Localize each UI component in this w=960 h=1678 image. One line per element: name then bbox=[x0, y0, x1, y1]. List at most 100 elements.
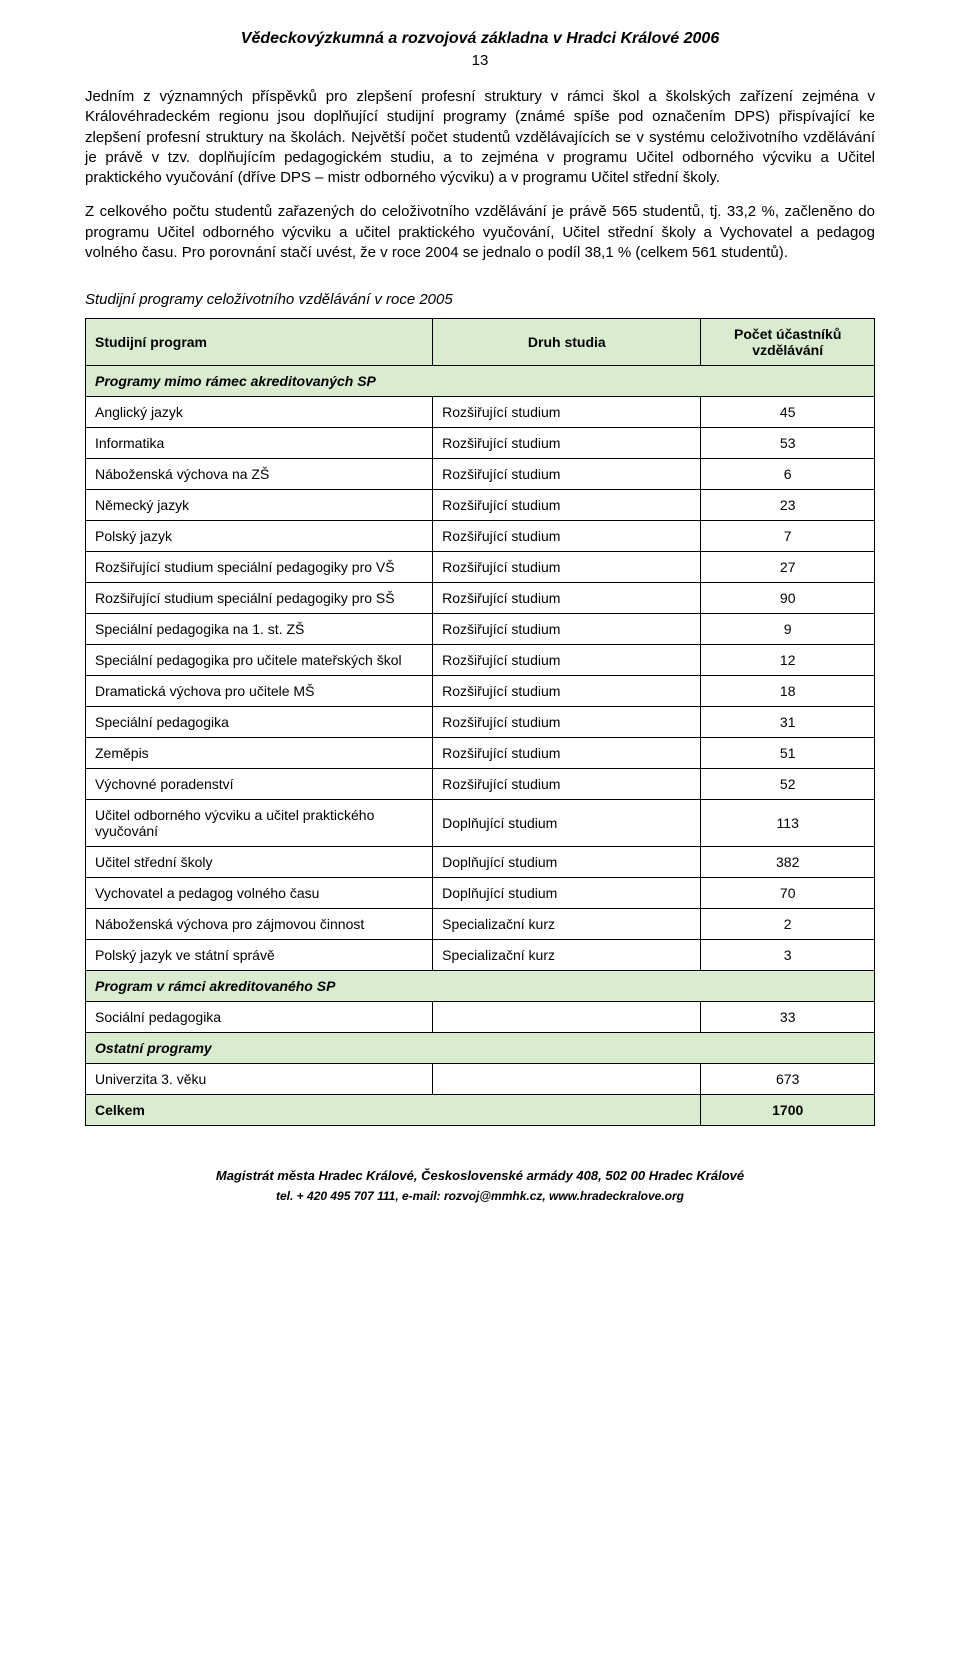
section-label: Ostatní programy bbox=[86, 1033, 875, 1064]
cell-program: Vychovatel a pedagog volného času bbox=[86, 878, 433, 909]
cell-type: Rozšiřující studium bbox=[433, 645, 701, 676]
table-row: Dramatická výchova pro učitele MŠRozšiřu… bbox=[86, 676, 875, 707]
table-row: Rozšiřující studium speciální pedagogiky… bbox=[86, 552, 875, 583]
table-row: Speciální pedagogika na 1. st. ZŠRozšiřu… bbox=[86, 614, 875, 645]
cell-type: Doplňující studium bbox=[433, 878, 701, 909]
cell-count: 53 bbox=[701, 428, 875, 459]
cell-type bbox=[433, 1002, 701, 1033]
cell-program: Speciální pedagogika na 1. st. ZŠ bbox=[86, 614, 433, 645]
cell-count: 33 bbox=[701, 1002, 875, 1033]
cell-count: 18 bbox=[701, 676, 875, 707]
cell-program: Učitel odborného výcviku a učitel prakti… bbox=[86, 800, 433, 847]
table-row: Speciální pedagogika pro učitele mateřsk… bbox=[86, 645, 875, 676]
cell-type: Rozšiřující studium bbox=[433, 769, 701, 800]
cell-program: Zeměpis bbox=[86, 738, 433, 769]
cell-count: 27 bbox=[701, 552, 875, 583]
table-row: Polský jazykRozšiřující studium7 bbox=[86, 521, 875, 552]
cell-count: 51 bbox=[701, 738, 875, 769]
page-number: 13 bbox=[85, 52, 875, 69]
cell-count: 31 bbox=[701, 707, 875, 738]
cell-program: Polský jazyk ve státní správě bbox=[86, 940, 433, 971]
table-row: Rozšiřující studium speciální pedagogiky… bbox=[86, 583, 875, 614]
cell-type: Rozšiřující studium bbox=[433, 738, 701, 769]
cell-program: Učitel střední školy bbox=[86, 847, 433, 878]
table-section-row: Program v rámci akreditovaného SP bbox=[86, 971, 875, 1002]
paragraph-1: Jedním z významných příspěvků pro zlepše… bbox=[85, 87, 875, 188]
cell-count: 113 bbox=[701, 800, 875, 847]
table-row: Učitel střední školyDoplňující studium38… bbox=[86, 847, 875, 878]
cell-count: 70 bbox=[701, 878, 875, 909]
cell-program: Anglický jazyk bbox=[86, 397, 433, 428]
cell-program: Sociální pedagogika bbox=[86, 1002, 433, 1033]
cell-count: 45 bbox=[701, 397, 875, 428]
table-row: Sociální pedagogika 33 bbox=[86, 1002, 875, 1033]
table-row: ZeměpisRozšiřující studium51 bbox=[86, 738, 875, 769]
th-type: Druh studia bbox=[433, 319, 701, 366]
cell-program: Rozšiřující studium speciální pedagogiky… bbox=[86, 552, 433, 583]
cell-type bbox=[433, 1064, 701, 1095]
section-label: Programy mimo rámec akreditovaných SP bbox=[86, 366, 875, 397]
page-footer: Magistrát města Hradec Králové, Českoslo… bbox=[85, 1166, 875, 1206]
footer-address: Magistrát města Hradec Králové, Českoslo… bbox=[85, 1166, 875, 1187]
cell-count: 382 bbox=[701, 847, 875, 878]
cell-type: Rozšiřující studium bbox=[433, 676, 701, 707]
cell-program: Dramatická výchova pro učitele MŠ bbox=[86, 676, 433, 707]
footer-contact: tel. + 420 495 707 111, e-mail: rozvoj@m… bbox=[85, 1187, 875, 1206]
cell-type: Specializační kurz bbox=[433, 909, 701, 940]
table-row: Učitel odborného výcviku a učitel prakti… bbox=[86, 800, 875, 847]
cell-type: Doplňující studium bbox=[433, 800, 701, 847]
cell-program: Náboženská výchova na ZŠ bbox=[86, 459, 433, 490]
table-row: Anglický jazykRozšiřující studium45 bbox=[86, 397, 875, 428]
cell-type: Doplňující studium bbox=[433, 847, 701, 878]
table-row: Výchovné poradenstvíRozšiřující studium5… bbox=[86, 769, 875, 800]
cell-program: Polský jazyk bbox=[86, 521, 433, 552]
cell-program: Speciální pedagogika bbox=[86, 707, 433, 738]
total-count: 1700 bbox=[701, 1095, 875, 1126]
total-label: Celkem bbox=[86, 1095, 701, 1126]
cell-type: Rozšiřující studium bbox=[433, 583, 701, 614]
cell-count: 3 bbox=[701, 940, 875, 971]
cell-count: 23 bbox=[701, 490, 875, 521]
table-row: Speciální pedagogikaRozšiřující studium3… bbox=[86, 707, 875, 738]
section-label: Program v rámci akreditovaného SP bbox=[86, 971, 875, 1002]
cell-count: 673 bbox=[701, 1064, 875, 1095]
table-caption: Studijní programy celoživotního vzdělává… bbox=[85, 291, 875, 308]
table-row: InformatikaRozšiřující studium53 bbox=[86, 428, 875, 459]
cell-count: 2 bbox=[701, 909, 875, 940]
table-section-row: Ostatní programy bbox=[86, 1033, 875, 1064]
cell-type: Rozšiřující studium bbox=[433, 552, 701, 583]
cell-program: Univerzita 3. věku bbox=[86, 1064, 433, 1095]
table-row: Německý jazykRozšiřující studium23 bbox=[86, 490, 875, 521]
cell-program: Rozšiřující studium speciální pedagogiky… bbox=[86, 583, 433, 614]
cell-type: Rozšiřující studium bbox=[433, 490, 701, 521]
cell-type: Rozšiřující studium bbox=[433, 521, 701, 552]
table-row: Vychovatel a pedagog volného časuDoplňuj… bbox=[86, 878, 875, 909]
cell-type: Specializační kurz bbox=[433, 940, 701, 971]
table-row: Náboženská výchova pro zájmovou činnostS… bbox=[86, 909, 875, 940]
cell-count: 52 bbox=[701, 769, 875, 800]
cell-program: Speciální pedagogika pro učitele mateřsk… bbox=[86, 645, 433, 676]
cell-type: Rozšiřující studium bbox=[433, 428, 701, 459]
cell-program: Výchovné poradenství bbox=[86, 769, 433, 800]
cell-count: 7 bbox=[701, 521, 875, 552]
table-row: Polský jazyk ve státní správěSpecializač… bbox=[86, 940, 875, 971]
cell-type: Rozšiřující studium bbox=[433, 397, 701, 428]
cell-program: Informatika bbox=[86, 428, 433, 459]
programs-table: Studijní program Druh studia Počet účast… bbox=[85, 318, 875, 1126]
th-program: Studijní program bbox=[86, 319, 433, 366]
cell-type: Rozšiřující studium bbox=[433, 614, 701, 645]
cell-program: Náboženská výchova pro zájmovou činnost bbox=[86, 909, 433, 940]
cell-type: Rozšiřující studium bbox=[433, 459, 701, 490]
cell-count: 9 bbox=[701, 614, 875, 645]
th-count: Počet účastníků vzdělávání bbox=[701, 319, 875, 366]
cell-count: 12 bbox=[701, 645, 875, 676]
table-section-row: Programy mimo rámec akreditovaných SP bbox=[86, 366, 875, 397]
table-total-row: Celkem1700 bbox=[86, 1095, 875, 1126]
page-header-title: Vědeckovýzkumná a rozvojová základna v H… bbox=[85, 30, 875, 48]
cell-count: 6 bbox=[701, 459, 875, 490]
cell-type: Rozšiřující studium bbox=[433, 707, 701, 738]
table-row: Náboženská výchova na ZŠRozšiřující stud… bbox=[86, 459, 875, 490]
table-row: Univerzita 3. věku 673 bbox=[86, 1064, 875, 1095]
cell-count: 90 bbox=[701, 583, 875, 614]
cell-program: Německý jazyk bbox=[86, 490, 433, 521]
